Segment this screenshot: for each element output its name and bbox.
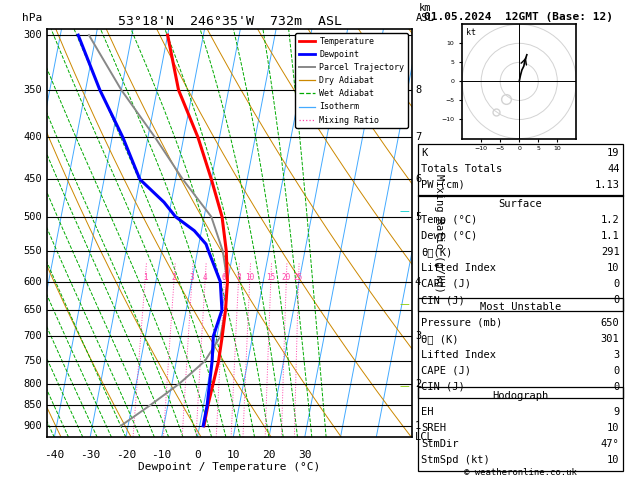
Text: 500: 500 xyxy=(23,212,42,222)
Text: 10: 10 xyxy=(226,450,240,460)
Text: 850: 850 xyxy=(23,400,42,410)
Text: 650: 650 xyxy=(23,305,42,315)
Text: θᴄ (K): θᴄ (K) xyxy=(421,334,459,344)
X-axis label: Dewpoint / Temperature (°C): Dewpoint / Temperature (°C) xyxy=(138,462,321,472)
Text: -10: -10 xyxy=(152,450,172,460)
Text: 10: 10 xyxy=(607,455,620,465)
Text: Temp (°C): Temp (°C) xyxy=(421,215,477,225)
Text: 550: 550 xyxy=(23,245,42,256)
Text: Most Unstable: Most Unstable xyxy=(480,302,561,312)
Text: 30: 30 xyxy=(298,450,311,460)
Text: 650: 650 xyxy=(601,318,620,328)
Text: 750: 750 xyxy=(23,356,42,366)
Text: 700: 700 xyxy=(23,331,42,341)
Text: 6: 6 xyxy=(415,174,421,184)
Text: EH: EH xyxy=(421,407,434,417)
Text: StmSpd (kt): StmSpd (kt) xyxy=(421,455,490,465)
Text: —: — xyxy=(399,382,409,391)
Text: 6: 6 xyxy=(222,273,226,281)
Text: 900: 900 xyxy=(23,421,42,431)
Text: -40: -40 xyxy=(44,450,64,460)
Text: Pressure (mb): Pressure (mb) xyxy=(421,318,503,328)
Text: 1: 1 xyxy=(415,421,421,431)
Text: hPa: hPa xyxy=(21,13,42,23)
Text: —: — xyxy=(399,207,409,216)
Text: 15: 15 xyxy=(266,273,276,281)
Text: Hodograph: Hodograph xyxy=(493,391,548,401)
Text: 47°: 47° xyxy=(601,439,620,449)
Text: 9: 9 xyxy=(613,407,620,417)
Text: 5: 5 xyxy=(415,212,421,222)
Text: StmDir: StmDir xyxy=(421,439,459,449)
Text: 1: 1 xyxy=(143,273,147,281)
Text: 2: 2 xyxy=(415,379,421,389)
Text: Lifted Index: Lifted Index xyxy=(421,350,496,360)
Text: 3: 3 xyxy=(613,350,620,360)
Text: Totals Totals: Totals Totals xyxy=(421,164,503,174)
Title: 53°18'N  246°35'W  732m  ASL: 53°18'N 246°35'W 732m ASL xyxy=(118,15,342,28)
Text: -20: -20 xyxy=(116,450,136,460)
Text: CAPE (J): CAPE (J) xyxy=(421,279,471,289)
Text: 301: 301 xyxy=(601,334,620,344)
Text: Lifted Index: Lifted Index xyxy=(421,263,496,273)
Text: 4: 4 xyxy=(203,273,208,281)
Text: K: K xyxy=(421,148,428,158)
Text: 4: 4 xyxy=(415,277,421,287)
Text: 20: 20 xyxy=(282,273,291,281)
Text: 8: 8 xyxy=(236,273,241,281)
Text: 1.13: 1.13 xyxy=(594,180,620,190)
Text: 0: 0 xyxy=(613,366,620,376)
Text: 0: 0 xyxy=(194,450,201,460)
Text: LCL: LCL xyxy=(415,433,433,442)
Text: 01.05.2024  12GMT (Base: 12): 01.05.2024 12GMT (Base: 12) xyxy=(425,12,613,22)
Text: 0: 0 xyxy=(613,295,620,305)
Text: PW (cm): PW (cm) xyxy=(421,180,465,190)
Text: © weatheronline.co.uk: © weatheronline.co.uk xyxy=(464,468,577,477)
Text: 3: 3 xyxy=(415,331,421,341)
Text: Mixing Ratio (g/kg): Mixing Ratio (g/kg) xyxy=(435,174,444,293)
Text: 3: 3 xyxy=(189,273,194,281)
Text: 400: 400 xyxy=(23,132,42,142)
Text: CAPE (J): CAPE (J) xyxy=(421,366,471,376)
Text: 291: 291 xyxy=(601,247,620,257)
Text: 19: 19 xyxy=(607,148,620,158)
Text: 20: 20 xyxy=(262,450,276,460)
Text: 44: 44 xyxy=(607,164,620,174)
Text: km
ASL: km ASL xyxy=(415,3,434,23)
Text: 300: 300 xyxy=(23,30,42,40)
Text: Surface: Surface xyxy=(499,199,542,209)
Text: kt: kt xyxy=(465,28,476,37)
Text: 25: 25 xyxy=(294,273,303,281)
Text: CIN (J): CIN (J) xyxy=(421,295,465,305)
Text: Dewp (°C): Dewp (°C) xyxy=(421,231,477,241)
Text: 450: 450 xyxy=(23,174,42,184)
Text: 350: 350 xyxy=(23,85,42,95)
Text: SREH: SREH xyxy=(421,423,447,433)
Text: 7: 7 xyxy=(415,132,421,142)
Text: 10: 10 xyxy=(607,423,620,433)
Text: 8: 8 xyxy=(415,85,421,95)
Text: 0: 0 xyxy=(613,382,620,392)
Text: 1.1: 1.1 xyxy=(601,231,620,241)
Text: 10: 10 xyxy=(607,263,620,273)
Text: θᴄ(K): θᴄ(K) xyxy=(421,247,453,257)
Text: 2: 2 xyxy=(172,273,176,281)
Text: 600: 600 xyxy=(23,277,42,287)
Text: 800: 800 xyxy=(23,379,42,389)
Legend: Temperature, Dewpoint, Parcel Trajectory, Dry Adiabat, Wet Adiabat, Isotherm, Mi: Temperature, Dewpoint, Parcel Trajectory… xyxy=(296,34,408,128)
Text: 1.2: 1.2 xyxy=(601,215,620,225)
Text: —: — xyxy=(399,299,409,309)
Text: CIN (J): CIN (J) xyxy=(421,382,465,392)
Text: 10: 10 xyxy=(245,273,254,281)
Text: -30: -30 xyxy=(80,450,100,460)
Text: 0: 0 xyxy=(613,279,620,289)
